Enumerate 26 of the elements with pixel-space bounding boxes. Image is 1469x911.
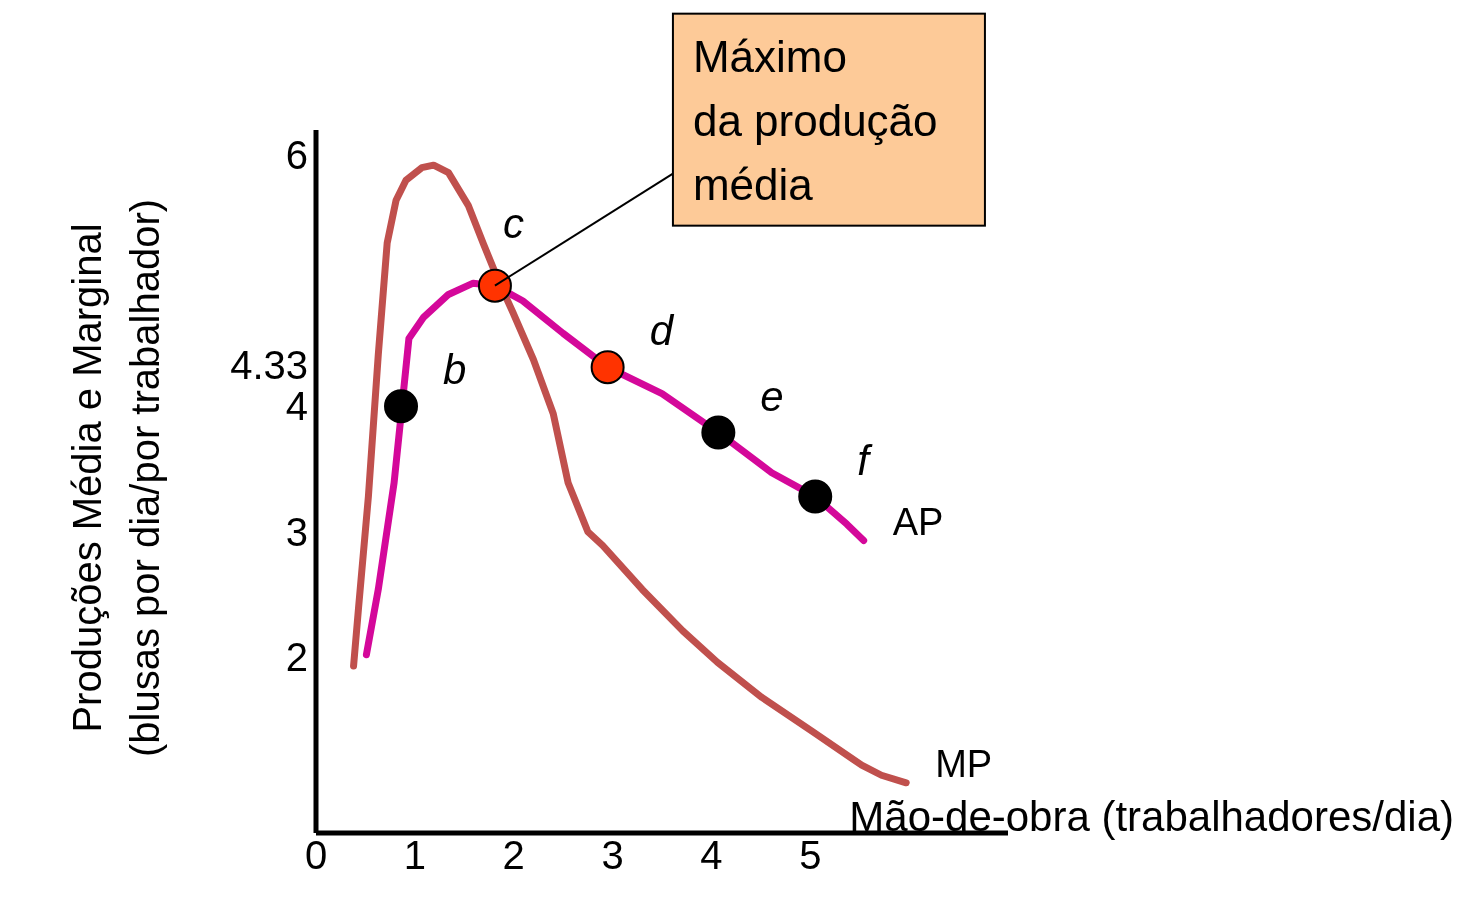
annotation: e [760, 372, 784, 420]
x-tick-label: 5 [799, 833, 822, 878]
point [477, 268, 512, 303]
point [798, 479, 833, 514]
x-tick-label: 3 [601, 833, 624, 878]
y-axis-title: Produções Média e Marginal (blusas por dia/por trabalhador) [64, 197, 168, 760]
point [701, 415, 736, 450]
annotation: c [502, 199, 524, 247]
y-tick-label: 6 [285, 133, 308, 178]
x-tick-label: 4 [700, 833, 723, 878]
series-label: MP [935, 742, 993, 785]
point [590, 350, 625, 385]
annotation: Máximo da produção média [692, 31, 938, 209]
series-label: AP [892, 500, 944, 543]
annotation: f [857, 436, 874, 484]
annotation: d [649, 307, 675, 355]
x-axis-title: Mão-de-obra (trabalhadores/dia) [849, 793, 1454, 841]
y-tick-label: 2 [285, 635, 308, 680]
point [384, 389, 419, 424]
x-tick-label: 0 [304, 833, 328, 878]
x-tick-label: 1 [403, 833, 426, 878]
y-tick-label: 4.33 [230, 342, 308, 387]
y-tick-label: 4 [285, 384, 308, 429]
x-tick-label: 2 [502, 833, 525, 878]
y-tick-label: 3 [285, 509, 308, 554]
annotation: b [443, 346, 467, 394]
